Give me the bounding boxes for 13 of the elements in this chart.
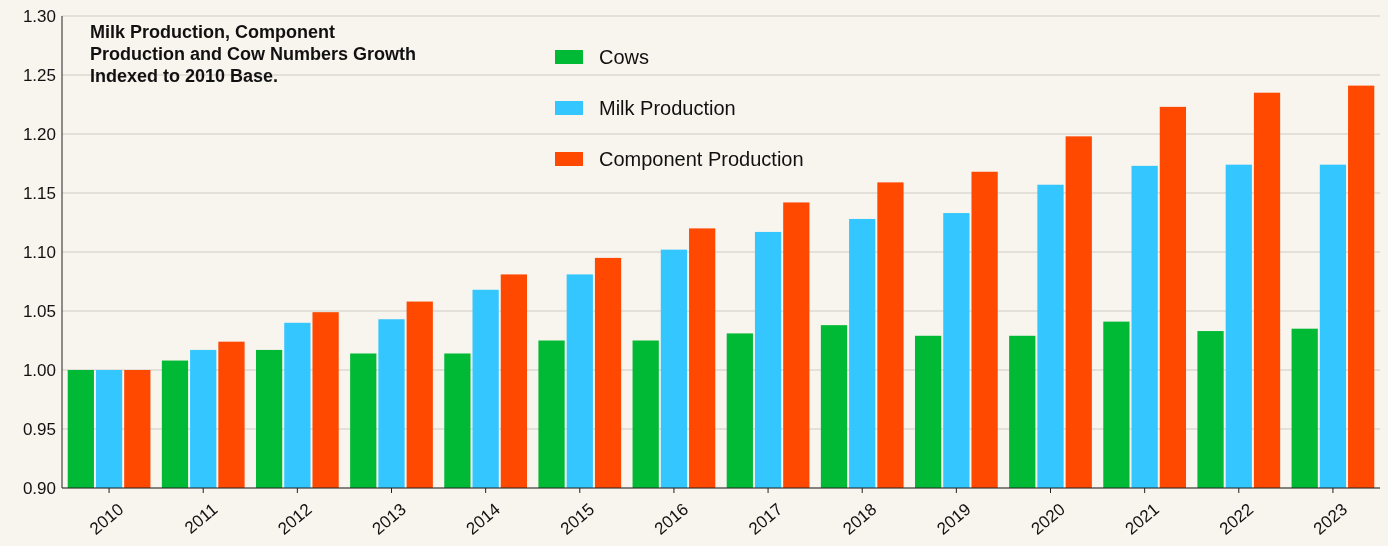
y-tick-label: 1.25 [22, 65, 56, 85]
y-tick-label: 1.10 [22, 242, 56, 262]
text: Milk Production, Component Production and Cow Numbers Growth Indexed to 2010 Base. [90, 22, 417, 86]
legend-label: Milk Production [599, 97, 736, 119]
y-tick-label: 1.30 [22, 6, 56, 26]
y-tick-label: 1.00 [22, 360, 56, 380]
legend-label: Cows [599, 46, 650, 68]
y-tick-label: 0.95 [22, 419, 56, 439]
y-tick-label: 1.15 [22, 183, 56, 203]
y-tick-label: 1.20 [22, 124, 56, 144]
legend-label: Component Production [599, 148, 804, 170]
y-tick-label: 0.90 [22, 478, 56, 498]
y-tick-label: 1.05 [22, 301, 56, 321]
